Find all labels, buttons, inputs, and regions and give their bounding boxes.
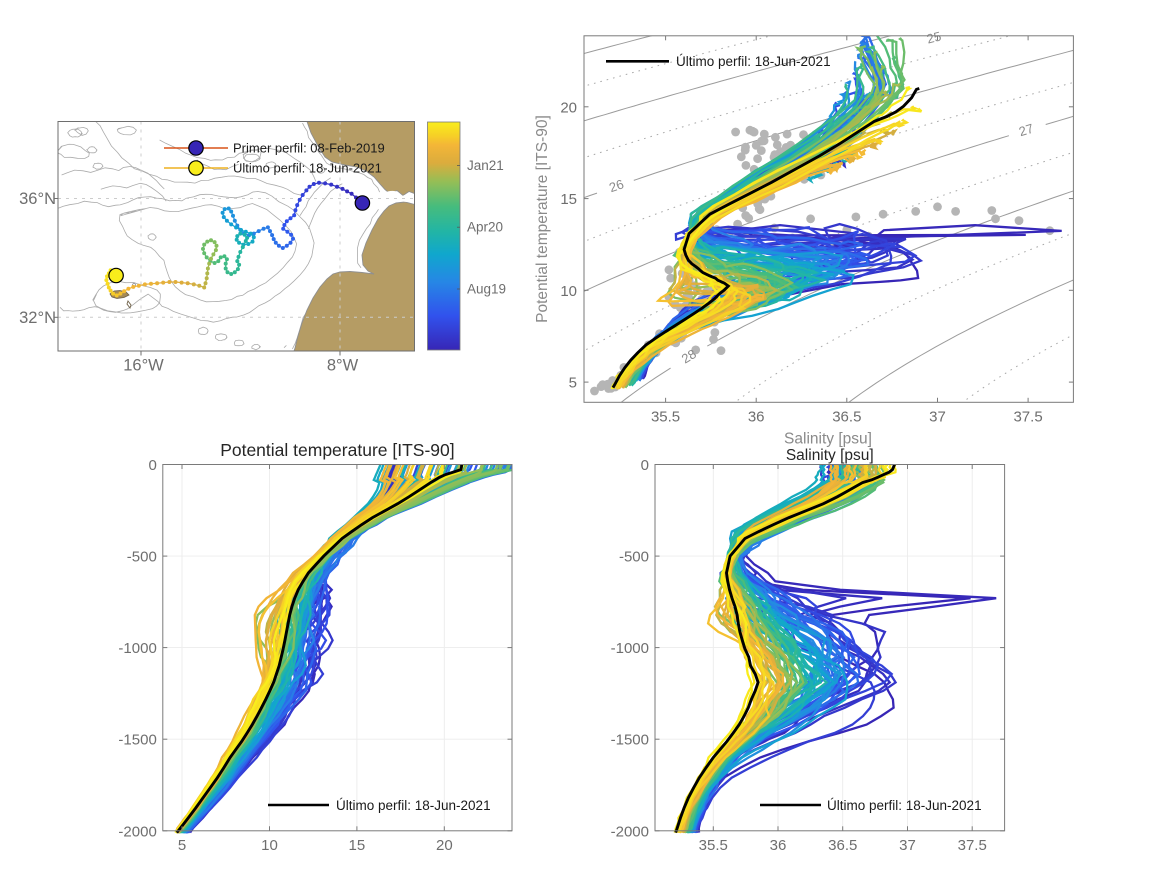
svg-text:36: 36 xyxy=(770,837,787,854)
svg-text:10: 10 xyxy=(261,837,278,854)
svg-text:5: 5 xyxy=(178,837,186,854)
svg-text:Último perfil: 18-Jun-2021: Último perfil: 18-Jun-2021 xyxy=(676,54,831,69)
svg-text:35.5: 35.5 xyxy=(651,408,680,425)
svg-text:15: 15 xyxy=(560,191,577,208)
svg-text:-1500: -1500 xyxy=(118,732,156,749)
svg-text:Aug19: Aug19 xyxy=(467,282,506,297)
svg-text:37: 37 xyxy=(929,408,946,425)
svg-text:26: 26 xyxy=(607,176,626,195)
svg-text:0: 0 xyxy=(641,457,649,474)
svg-text:37: 37 xyxy=(899,837,916,854)
svg-text:32°N: 32°N xyxy=(19,309,56,327)
svg-text:5: 5 xyxy=(569,375,577,392)
svg-text:Salinity [psu]: Salinity [psu] xyxy=(784,431,872,448)
svg-text:15: 15 xyxy=(349,837,366,854)
svg-text:37.5: 37.5 xyxy=(958,837,987,854)
svg-text:36°N: 36°N xyxy=(19,190,56,208)
svg-text:0: 0 xyxy=(148,457,156,474)
svg-text:-2000: -2000 xyxy=(611,823,649,840)
svg-text:20: 20 xyxy=(436,837,453,854)
svg-text:25: 25 xyxy=(925,28,943,46)
svg-text:Jan21: Jan21 xyxy=(467,158,504,173)
svg-text:37.5: 37.5 xyxy=(1013,408,1042,425)
svg-text:-1000: -1000 xyxy=(118,640,156,657)
svg-text:Primer perfil: 08-Feb-2019: Primer perfil: 08-Feb-2019 xyxy=(233,141,385,156)
svg-text:8°W: 8°W xyxy=(327,357,359,375)
svg-text:36.5: 36.5 xyxy=(828,837,857,854)
svg-text:35.5: 35.5 xyxy=(699,837,728,854)
svg-text:16°W: 16°W xyxy=(123,357,164,375)
svg-text:-1500: -1500 xyxy=(611,732,649,749)
svg-text:Último perfil: 18-Jun-2021: Último perfil: 18-Jun-2021 xyxy=(336,798,491,813)
svg-text:28: 28 xyxy=(679,346,699,366)
svg-text:-500: -500 xyxy=(127,549,157,566)
svg-text:Potential temperature [ITS-90]: Potential temperature [ITS-90] xyxy=(534,115,551,323)
svg-text:Último perfil: 18-Jun-2021: Último perfil: 18-Jun-2021 xyxy=(233,161,382,176)
svg-text:Salinity [psu]: Salinity [psu] xyxy=(786,447,874,464)
svg-text:Potential temperature [ITS-90]: Potential temperature [ITS-90] xyxy=(220,440,454,460)
svg-text:-1000: -1000 xyxy=(611,640,649,657)
svg-text:36: 36 xyxy=(748,408,765,425)
svg-text:Último perfil: 18-Jun-2021: Último perfil: 18-Jun-2021 xyxy=(827,798,982,813)
svg-text:-2000: -2000 xyxy=(118,823,156,840)
svg-text:Apr20: Apr20 xyxy=(467,220,503,235)
svg-text:10: 10 xyxy=(560,283,577,300)
svg-text:-500: -500 xyxy=(619,549,649,566)
svg-text:36.5: 36.5 xyxy=(832,408,861,425)
svg-text:20: 20 xyxy=(560,99,577,116)
svg-text:27: 27 xyxy=(1017,121,1035,140)
